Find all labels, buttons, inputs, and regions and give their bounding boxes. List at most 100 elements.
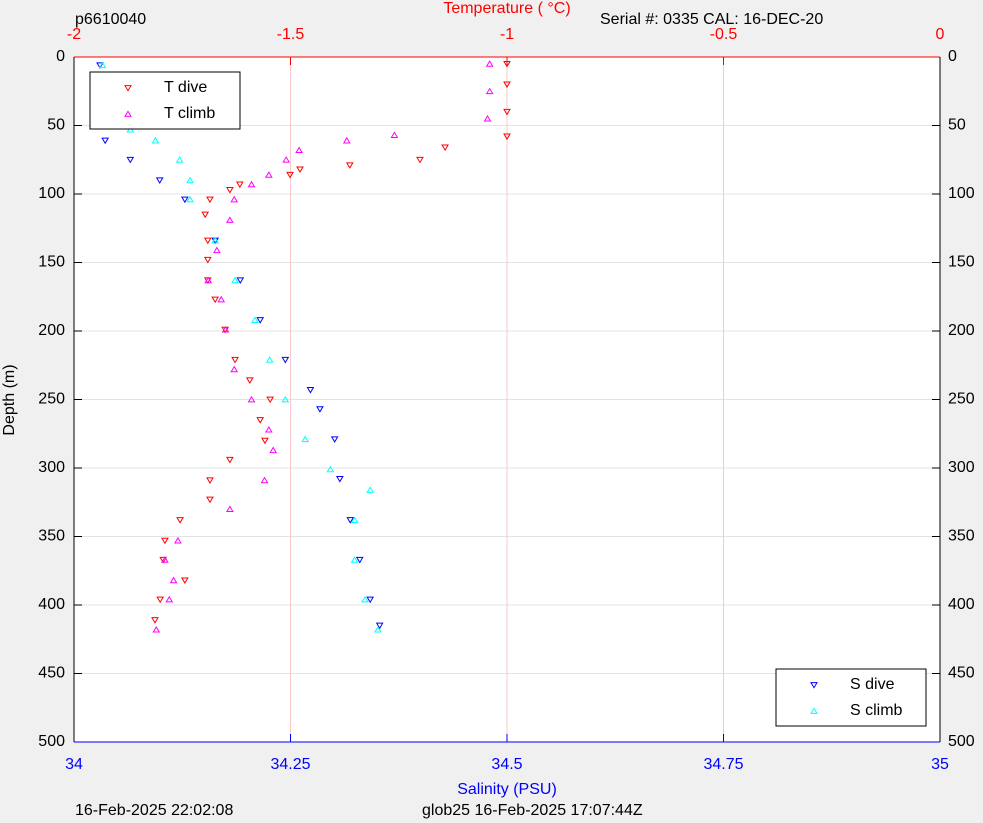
data-point — [201, 211, 210, 219]
data-point — [101, 137, 110, 145]
data-point — [98, 61, 107, 69]
data-point — [306, 387, 315, 394]
data-point — [316, 406, 324, 413]
x-tick-label: 35 — [931, 756, 949, 773]
y2-tick-label: 350 — [948, 528, 975, 545]
legend-box — [89, 71, 241, 130]
x2-tick-label: -1 — [500, 26, 514, 43]
data-point — [350, 556, 359, 563]
data-point — [152, 625, 161, 633]
data-point — [221, 325, 230, 333]
y-tick-label: 450 — [38, 665, 65, 682]
data-point — [247, 395, 256, 403]
data-point — [286, 171, 294, 179]
footer-right: glob25 16-Feb-2025 17:07:44Z — [422, 802, 643, 819]
data-point — [350, 516, 359, 523]
data-point — [161, 537, 169, 545]
data-point — [261, 437, 269, 445]
data-point — [483, 114, 492, 122]
y2-tick-label: 50 — [948, 117, 966, 134]
x-tick-label: 34.25 — [270, 756, 310, 773]
data-point — [269, 446, 278, 454]
data-point — [375, 622, 384, 630]
x2-tick-label: 0 — [936, 26, 945, 43]
y-tick-label: 150 — [38, 254, 65, 271]
legend-marker — [810, 707, 818, 714]
legend-box — [775, 668, 927, 727]
data-point — [180, 196, 189, 204]
legend-marker — [810, 682, 818, 689]
data-point — [245, 377, 254, 385]
data-point — [213, 246, 221, 254]
data-point — [176, 517, 184, 524]
data-point — [159, 556, 168, 564]
data-point — [151, 617, 159, 624]
x-tick-label: 34 — [65, 756, 83, 773]
y-tick-label: 300 — [38, 459, 65, 476]
data-point — [366, 596, 375, 604]
data-point — [203, 256, 212, 264]
data-point — [211, 296, 220, 304]
y-tick-label: 100 — [38, 185, 65, 202]
x2-axis-label: Temperature ( °C) — [443, 0, 570, 17]
y2-tick-label: 500 — [948, 733, 975, 750]
data-point — [390, 131, 399, 138]
data-point — [361, 595, 369, 603]
data-point — [231, 356, 239, 364]
legend-label: S climb — [850, 702, 903, 719]
y2-tick-label: 400 — [948, 596, 975, 613]
x2-tick-label: -1.5 — [277, 26, 305, 43]
legend-marker — [124, 85, 132, 92]
y-tick-label: 0 — [56, 48, 65, 65]
data-point — [186, 176, 194, 184]
data-point — [186, 195, 194, 203]
data-point — [226, 456, 234, 464]
data-point — [206, 196, 214, 204]
data-point — [374, 625, 382, 633]
data-point — [301, 435, 310, 443]
y2-tick-label: 300 — [948, 459, 975, 476]
data-point — [296, 166, 304, 174]
data-point — [180, 577, 189, 585]
data-point — [326, 465, 335, 473]
data-point — [260, 476, 269, 484]
y2-tick-label: 0 — [948, 48, 957, 65]
y-tick-label: 200 — [38, 322, 65, 339]
y-tick-label: 350 — [38, 528, 65, 545]
data-point — [165, 595, 174, 603]
y2-tick-label: 250 — [948, 391, 975, 408]
legend-label: T dive — [164, 79, 207, 96]
y2-tick-label: 450 — [948, 665, 975, 682]
data-point — [355, 556, 364, 564]
data-point — [155, 177, 164, 184]
data-point — [156, 596, 165, 604]
data-point — [151, 136, 160, 144]
data-point — [441, 144, 449, 152]
x-axis-label: Salinity (PSU) — [457, 781, 557, 798]
data-point — [281, 356, 290, 364]
data-point — [256, 317, 265, 324]
data-point — [503, 108, 511, 116]
data-point — [264, 171, 273, 178]
y2-tick-label: 200 — [948, 322, 975, 339]
data-point — [256, 417, 265, 424]
data-point — [169, 576, 178, 584]
data-point — [174, 536, 182, 544]
data-point — [226, 505, 234, 512]
data-point — [230, 195, 239, 203]
footer-left: 16-Feb-2025 22:02:08 — [75, 802, 233, 819]
data-point — [231, 276, 239, 284]
data-point — [211, 236, 220, 244]
data-point — [247, 180, 256, 188]
data-point — [416, 156, 424, 164]
y2-tick-label: 100 — [948, 185, 975, 202]
data-point — [342, 136, 351, 144]
data-point — [203, 237, 212, 245]
data-point — [346, 517, 355, 524]
data-point — [335, 476, 344, 483]
chart-subtitle: Serial #: 0335 CAL: 16-DEC-20 — [600, 11, 823, 28]
data-point — [366, 486, 375, 493]
y-axis-label: Depth (m) — [1, 364, 18, 435]
